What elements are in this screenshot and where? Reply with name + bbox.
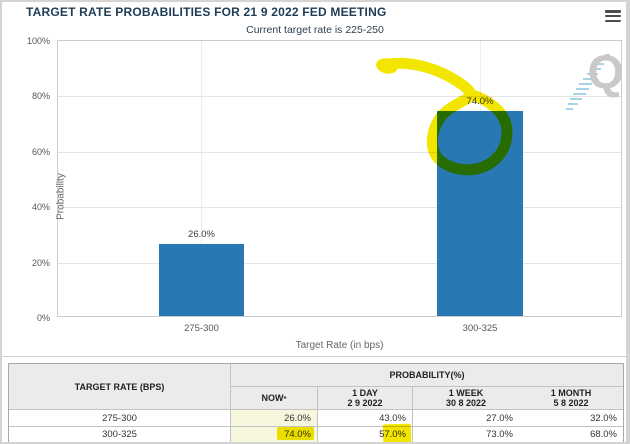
x-tick-275-300: 275-300: [184, 323, 219, 334]
x-axis-title: Target Rate (in bps): [295, 340, 384, 351]
hamburger-menu-icon[interactable]: [605, 9, 621, 23]
table-cell-1week-row1: 27.0%: [413, 410, 519, 427]
gridline-cat1: [201, 41, 202, 316]
col-header-now: NOW *: [231, 387, 318, 410]
now-footnote-asterisk: *: [283, 393, 287, 403]
gridline-80: [58, 96, 621, 97]
y-tick-100: 100%: [26, 36, 50, 46]
table-cell-now-row1: 26.0%: [231, 410, 318, 427]
x-tick-300-325: 300-325: [462, 323, 498, 334]
table-cell-rate-row1: 275-300: [9, 410, 231, 427]
gridline-20: [58, 263, 621, 264]
gridline-40: [58, 207, 621, 208]
y-tick-40: 40%: [31, 202, 50, 212]
table-cell-1month-row2: 68.0%: [519, 427, 623, 442]
table-cell-1day-row2: 57.0%: [318, 427, 413, 442]
probability-table: TARGET RATE (BPS) PROBABILITY(%) NOW * 1 …: [8, 363, 624, 443]
bar-275-300[interactable]: [159, 243, 244, 316]
y-tick-80: 80%: [31, 91, 50, 101]
y-tick-60: 60%: [31, 147, 50, 157]
table-cell-1month-row1: 32.0%: [519, 410, 623, 427]
col-header-1week: 1 WEEK 30 8 2022: [413, 387, 519, 410]
col-header-1day: 1 DAY 2 9 2022: [318, 387, 413, 410]
chart-title: TARGET RATE PROBABILITIES FOR 21 9 2022 …: [26, 5, 387, 19]
chart-subtitle: Current target rate is 225-250: [246, 24, 384, 36]
table-cell-now-row2: 74.0%: [231, 427, 318, 442]
bar-300-325[interactable]: [437, 111, 523, 316]
table-row-header: TARGET RATE (BPS): [9, 364, 231, 410]
y-axis-title: Probability: [55, 173, 67, 220]
chart-table-divider: [2, 356, 626, 357]
gridline-60: [58, 152, 621, 153]
bar-value-label-275-300: 26.0%: [188, 228, 215, 240]
table-group-header: PROBABILITY(%): [231, 364, 623, 387]
table-cell-1day-row1: 43.0%: [318, 410, 413, 427]
table-cell-rate-row2: 300-325: [9, 427, 231, 442]
y-tick-0: 0%: [36, 313, 50, 323]
y-tick-20: 20%: [31, 258, 50, 268]
col-header-1month: 1 MONTH 5 8 2022: [519, 387, 623, 410]
table-cell-1week-row2: 73.0%: [413, 427, 519, 442]
bar-chart-plot-area: 100% 80% 60% 40% 20% 0% Probability 26.0…: [27, 36, 622, 351]
bar-value-label-300-325: 74.0%: [466, 96, 494, 108]
